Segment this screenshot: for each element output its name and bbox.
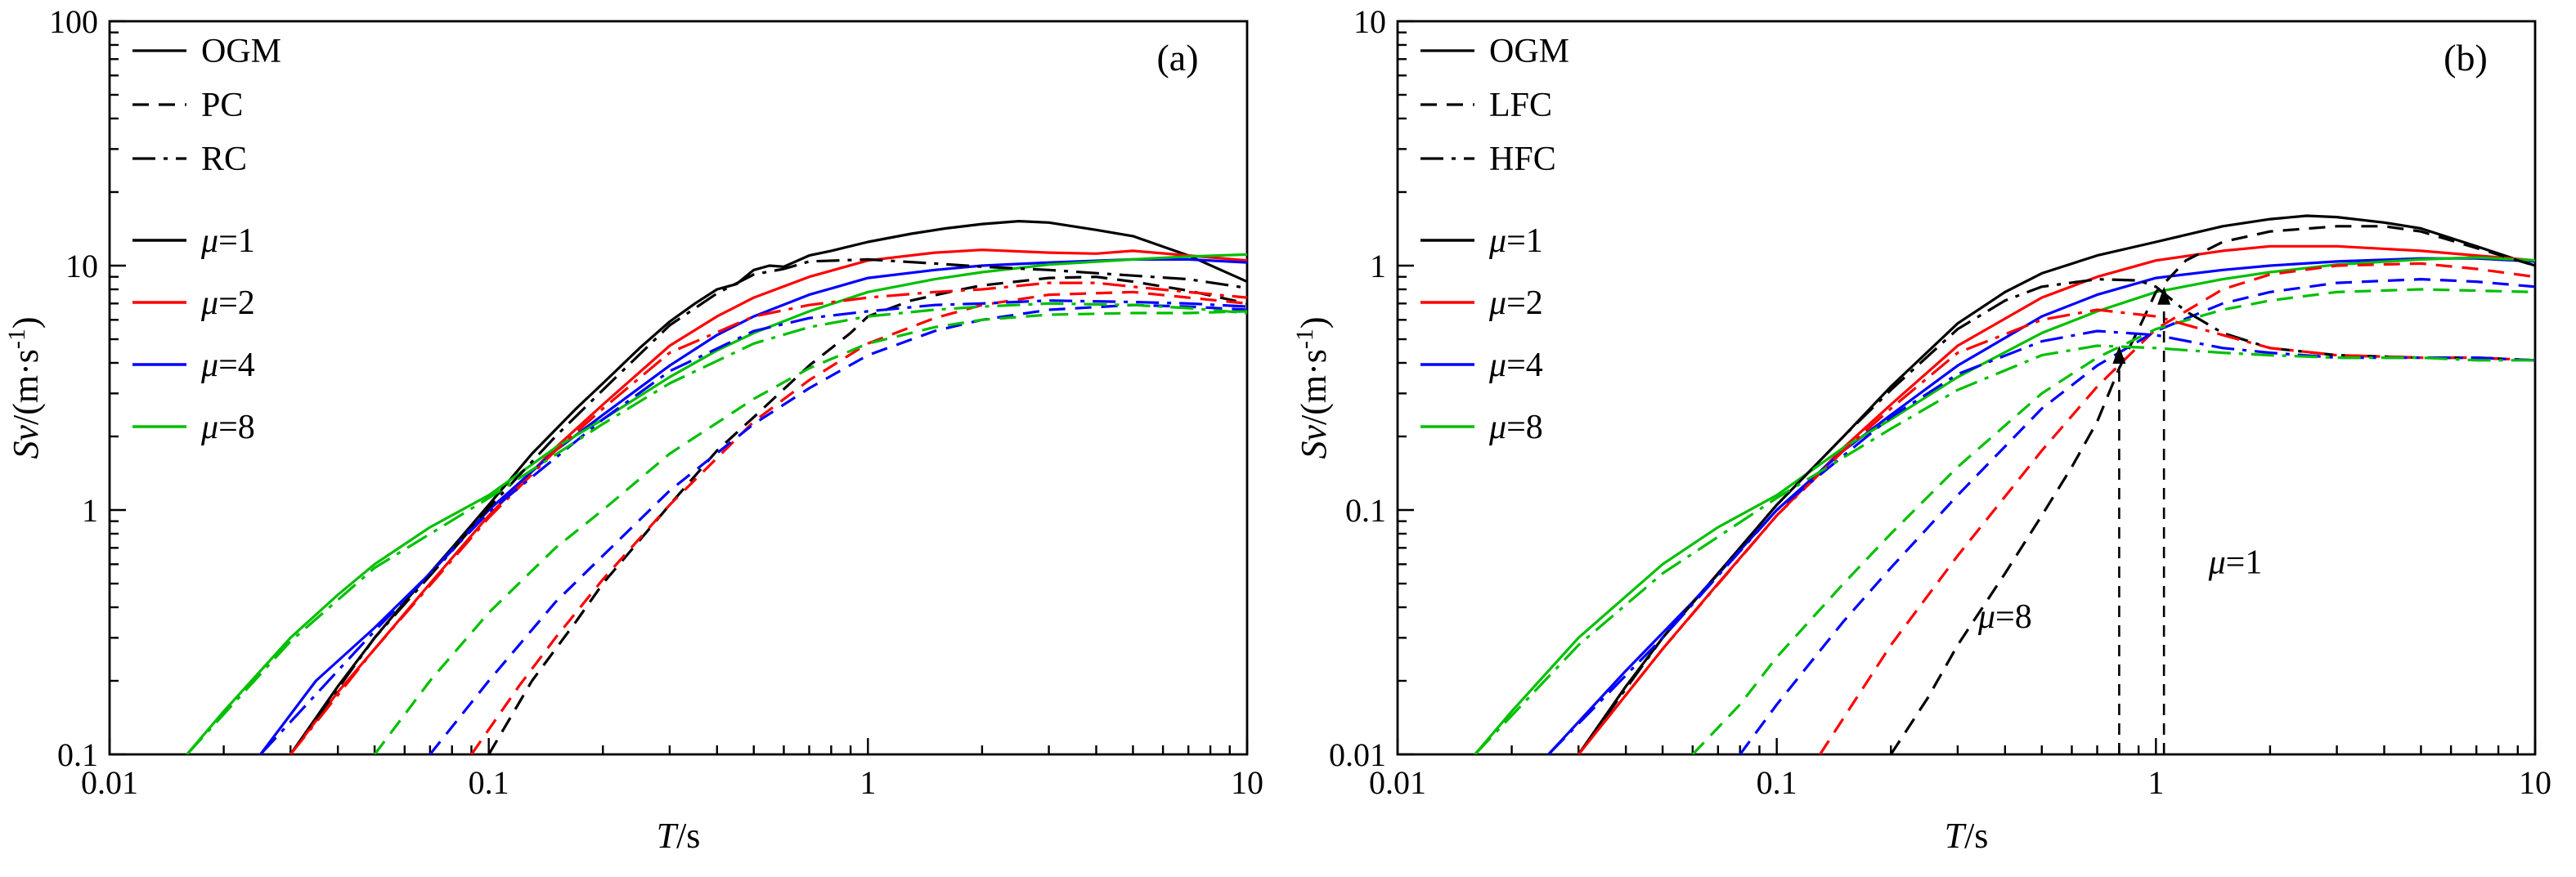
y-tick-label: 10: [65, 248, 98, 284]
series-line-PC-mu4: [429, 303, 1247, 754]
legend-label: RC: [201, 141, 247, 178]
legend-label: HFC: [1489, 141, 1556, 178]
x-tick-label: 1: [859, 764, 876, 801]
series-line-LFC-mu2: [1819, 262, 2535, 754]
series-group: [1474, 214, 2535, 754]
axis-ticks: [1396, 20, 2537, 756]
series-line-OGM-mu1: [289, 220, 1247, 754]
x-tick-label: 0.01: [1369, 764, 1426, 801]
arrow-up-icon: [2112, 346, 2126, 365]
series-line-OGM-mu8: [1474, 256, 2535, 754]
series-line-OGM-mu8: [186, 253, 1247, 754]
legend-label: μ=8: [1488, 409, 1543, 446]
velocity-spectrum-chart-b: 0.01 0.1 1 10 0.01 0.1 1 10 T/s Sv/(m·s-1) OGM LFC H…: [1291, 3, 2551, 856]
x-tick-label: 0.1: [1757, 764, 1797, 801]
annotations: μ=8 μ=1: [1977, 286, 2263, 754]
panel-label: (a): [1156, 37, 1198, 78]
y-tick-label: 1: [1370, 248, 1386, 284]
legend-label: μ=8: [200, 409, 255, 446]
plot-frame: [108, 20, 1249, 756]
y-tick-label: 0.1: [57, 736, 98, 773]
legend-label: PC: [201, 87, 243, 124]
legend-label: μ=2: [200, 284, 255, 322]
legend-label: OGM: [1489, 33, 1569, 70]
series-line-HFC-mu4: [1547, 329, 2535, 754]
x-tick-label: 10: [2519, 764, 2551, 801]
series-line-LFC-mu4: [1739, 278, 2535, 754]
axis-ticks: [108, 20, 1249, 756]
legend-label: OGM: [201, 33, 281, 70]
x-tick-label: 10: [1231, 764, 1263, 801]
series-group: [186, 220, 1247, 754]
legend-label: μ=4: [1488, 347, 1543, 384]
y-axis-label: Sv/(m·s-1): [3, 316, 46, 459]
series-line-PC-mu1: [487, 275, 1247, 754]
velocity-spectrum-chart-a: 0.01 0.1 1 100.1110100T/sSv/(m·s-1)OGMPCRCμ…: [3, 3, 1263, 856]
series-line-OGM-mu2: [1577, 244, 2535, 754]
annotation-text: μ=8: [1977, 598, 2032, 636]
series-line-PC-mu8: [373, 310, 1247, 754]
x-axis-label: T/s: [657, 816, 701, 856]
y-tick-label: 0.1: [1345, 492, 1386, 529]
series-line-OGM-mu1: [1577, 214, 2535, 754]
x-tick-label: 0.1: [469, 764, 509, 801]
x-tick-label: 1: [2147, 764, 2164, 801]
panel-label: (b): [2444, 37, 2488, 78]
series-line-LFC-mu1: [1889, 225, 2535, 754]
y-axis-label: Sv/(m·s-1): [1291, 316, 1334, 459]
y-tick-label: 1: [82, 492, 98, 529]
series-line-RC-mu2: [289, 281, 1247, 754]
series-line-RC-mu8: [186, 302, 1247, 754]
legend: OGM PC RC μ=1 μ=2 μ=4 μ=8: [132, 33, 281, 446]
legend: OGM LFC HFC μ=1 μ=2 μ=4 μ=8: [1420, 33, 1569, 446]
x-axis-label: T/s: [1945, 816, 1989, 856]
y-tick-label: 100: [49, 3, 98, 40]
series-line-HFC-mu1: [1577, 278, 2535, 754]
y-tick-label: 0.01: [1329, 736, 1386, 773]
series-line-OGM-mu2: [289, 248, 1247, 754]
series-line-LFC-mu8: [1691, 288, 2535, 754]
series-line-HFC-mu8: [1474, 344, 2535, 754]
y-tick-label: 10: [1353, 3, 1386, 40]
series-line-RC-mu1: [289, 257, 1247, 754]
annotation-text: μ=1: [2208, 544, 2263, 582]
legend-label: μ=2: [1488, 284, 1543, 322]
legend-label: μ=1: [200, 222, 255, 260]
series-line-RC-mu4: [259, 299, 1247, 754]
legend-label: μ=1: [1488, 222, 1543, 260]
legend-label: LFC: [1489, 87, 1552, 124]
plot-frame: [1396, 20, 2537, 756]
x-tick-label: 0.01: [81, 764, 138, 801]
legend-label: μ=4: [200, 347, 255, 384]
arrow-up-icon: [2157, 286, 2171, 305]
series-line-HFC-mu2: [1577, 308, 2535, 754]
